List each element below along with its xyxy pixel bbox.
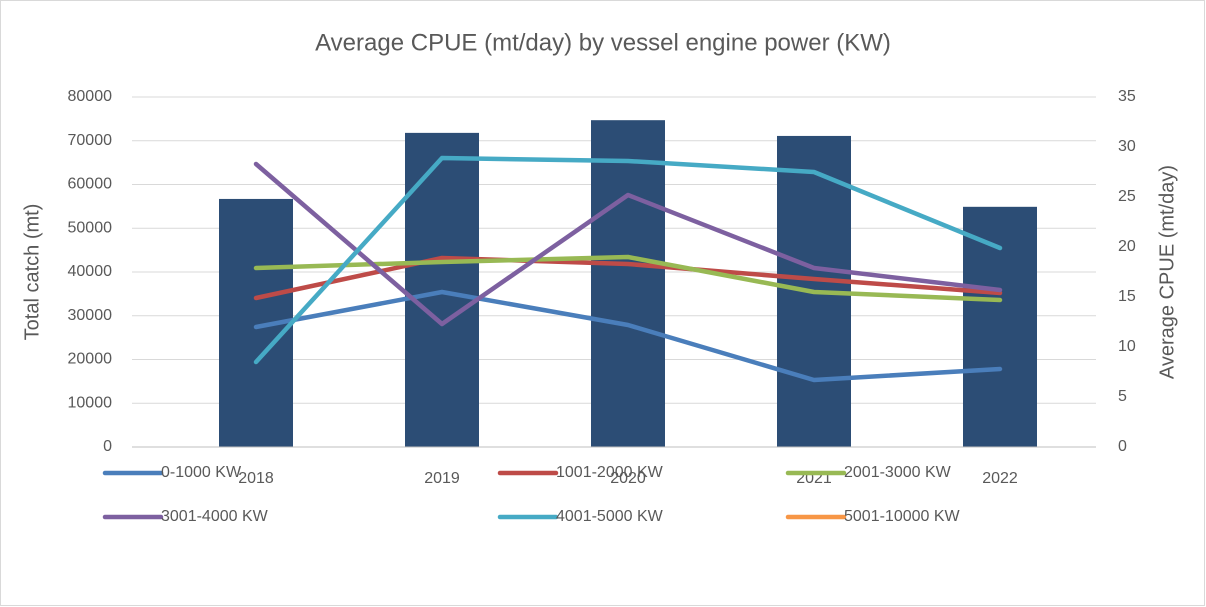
legend-label: 2001-3000 KW — [844, 464, 952, 481]
bar — [963, 206, 1037, 447]
bar — [591, 120, 665, 447]
y-tick-label: 40000 — [68, 263, 113, 280]
legend-label: 3001-4000 KW — [161, 508, 269, 525]
y2-tick-label: 0 — [1118, 438, 1127, 455]
y-tick-label: 20000 — [68, 351, 113, 368]
y2-tick-label: 5 — [1118, 388, 1127, 405]
x-tick-label: 2018 — [238, 470, 274, 487]
x-tick-label: 2022 — [982, 470, 1018, 487]
y-tick-label: 60000 — [68, 176, 113, 193]
legend-label: 0-1000 KW — [161, 464, 242, 481]
y2-tick-label: 10 — [1118, 338, 1136, 355]
x-tick-label: 2020 — [610, 470, 646, 487]
y-tick-label: 30000 — [68, 307, 113, 324]
y-tick-label: 50000 — [68, 219, 113, 236]
legend-label: 5001-10000 KW — [844, 508, 961, 525]
x-tick-label: 2019 — [424, 470, 460, 487]
line — [253, 254, 1003, 303]
y-tick-label: 70000 — [68, 132, 113, 149]
y2-axis-label: Average CPUE (mt/day) — [1156, 165, 1178, 379]
y2-tick-label: 35 — [1118, 88, 1136, 105]
y2-tick-label: 30 — [1118, 138, 1136, 155]
line — [253, 155, 1003, 365]
chart-title: Average CPUE (mt/day) by vessel engine p… — [315, 29, 891, 56]
legend-label: 1001-2000 KW — [556, 464, 664, 481]
y2-tick-label: 20 — [1118, 238, 1136, 255]
y-axis-label: Total catch (mt) — [21, 204, 43, 341]
line — [253, 289, 1003, 383]
y2-tick-label: 15 — [1118, 288, 1136, 305]
y-tick-label: 0 — [103, 438, 112, 455]
line — [253, 161, 1003, 327]
y2-tick-label: 25 — [1118, 188, 1136, 205]
y-tick-label: 80000 — [68, 88, 113, 105]
legend-label: 4001-5000 KW — [556, 508, 664, 525]
y-tick-label: 10000 — [68, 394, 113, 411]
